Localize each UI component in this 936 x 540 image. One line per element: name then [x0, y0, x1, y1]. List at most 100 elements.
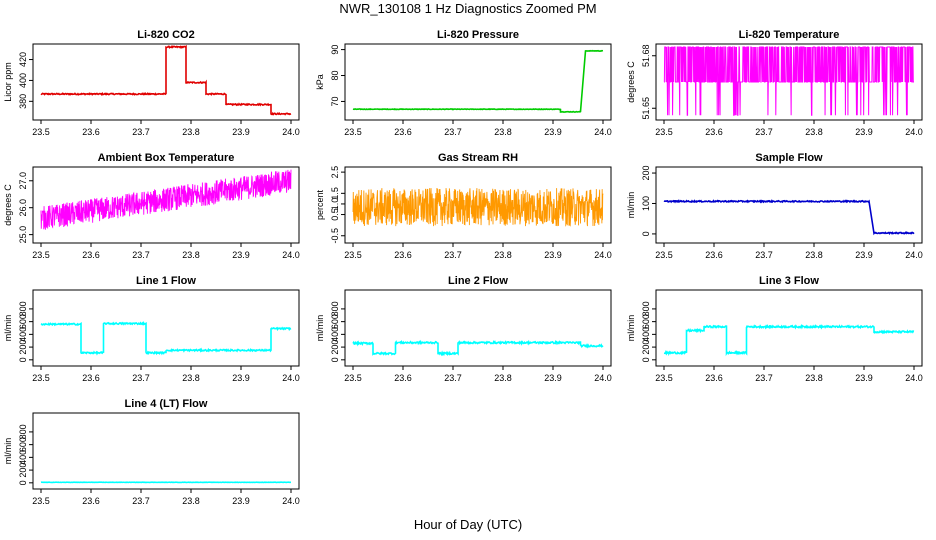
y-tick-label: 380	[18, 94, 28, 109]
plot-frame	[344, 43, 612, 121]
x-tick-label: 23.7	[132, 373, 150, 383]
x-tick-label: 23.9	[232, 127, 250, 137]
panel-title: Ambient Box Temperature	[98, 152, 235, 164]
x-tick-label: 23.7	[755, 127, 773, 137]
plot-frame	[344, 166, 612, 244]
y-tick-label: 200	[330, 340, 340, 355]
series-line	[663, 46, 914, 116]
panel-title: Line 4 (LT) Flow	[125, 398, 208, 410]
panel-title: Gas Stream RH	[438, 152, 518, 164]
y-tick-label: 200	[641, 166, 651, 181]
panel-title: Li-820 Temperature	[739, 29, 840, 41]
plot-frame	[655, 166, 923, 244]
y-tick-label: 0	[641, 357, 651, 362]
y-tick-label: 90	[330, 45, 340, 55]
x-tick-label: 23.8	[494, 250, 512, 260]
x-tick-label: 23.8	[182, 250, 200, 260]
x-tick-label: 23.9	[232, 496, 250, 506]
x-tick-label: 23.7	[755, 373, 773, 383]
y-tick-label: 400	[330, 327, 340, 342]
x-tick-label: 23.8	[805, 373, 823, 383]
x-tick-label: 23.9	[232, 250, 250, 260]
y-axis-label: percent	[315, 189, 325, 220]
y-axis-label: ml/min	[626, 315, 636, 342]
y-tick-label: 400	[18, 327, 28, 342]
series-line	[40, 321, 292, 356]
y-tick-label: 1.5	[330, 187, 340, 200]
plot-frame	[344, 289, 612, 367]
x-tick-label: 23.8	[805, 127, 823, 137]
y-tick-label: 600	[330, 314, 340, 329]
panel-title: Li-820 Pressure	[437, 29, 519, 41]
series-line	[663, 199, 915, 236]
x-tick-label: 23.9	[544, 127, 562, 137]
x-tick-label: 23.5	[655, 127, 673, 137]
x-tick-label: 23.7	[132, 496, 150, 506]
x-tick-label: 23.5	[344, 127, 362, 137]
y-tick-label: 400	[18, 73, 28, 88]
y-tick-label: 0	[18, 480, 28, 485]
figure-title: NWR_130108 1 Hz Diagnostics Zoomed PM	[339, 1, 597, 16]
x-tick-label: 23.5	[32, 496, 50, 506]
x-tick-label: 23.5	[32, 373, 50, 383]
y-axis-label: Licor ppm	[3, 62, 13, 102]
y-tick-label: 51.68	[641, 44, 651, 67]
x-tick-label: 23.8	[182, 373, 200, 383]
panel-5: Sample Flow 23.5 23.6 23.7 23.8 23.9 24.0 0 100 2…	[626, 152, 923, 260]
x-tick-label: 24.0	[905, 127, 923, 137]
plot-frame	[32, 289, 300, 367]
plot-frame	[655, 43, 923, 121]
y-tick-label: 600	[641, 314, 651, 329]
y-tick-label: 2.5	[330, 166, 340, 179]
y-axis-label: degrees C	[3, 184, 13, 226]
y-tick-label: 420	[18, 52, 28, 67]
x-tick-label: 23.9	[544, 250, 562, 260]
series-line	[352, 49, 604, 113]
x-tick-label: 23.5	[344, 373, 362, 383]
panel-8: Line 3 Flow 23.5 23.6 23.7 23.8 23.9 24.0 0 2004…	[626, 275, 923, 383]
panel-4: Gas Stream RH 23.5 23.6 23.7 23.8 23.9 24.0 -0.…	[315, 152, 612, 260]
y-tick-label: -0.5	[330, 228, 340, 244]
x-tick-label: 23.5	[32, 250, 50, 260]
y-tick-label: 80	[330, 71, 340, 81]
series-line	[663, 323, 915, 357]
y-axis-label: kPa	[315, 74, 325, 90]
y-tick-label: 0	[330, 357, 340, 362]
panel-6: Line 1 Flow 23.5 23.6 23.7 23.8 23.9 24.0 0 2004…	[3, 275, 300, 383]
panel-title: Line 1 Flow	[136, 275, 196, 287]
y-tick-label: 25.0	[18, 226, 28, 244]
x-tick-label: 23.7	[444, 373, 462, 383]
y-tick-label: 0	[641, 231, 651, 236]
y-tick-label: 26.0	[18, 199, 28, 217]
panel-title: Sample Flow	[755, 152, 823, 164]
plot-frame	[655, 289, 923, 367]
x-tick-label: 23.6	[705, 373, 723, 383]
y-tick-label: 200	[18, 340, 28, 355]
x-tick-label: 23.8	[182, 496, 200, 506]
series-line	[40, 44, 292, 116]
panel-1: Li-820 Pressure 23.5 23.6 23.7 23.8 23.9 24.0 7…	[315, 29, 612, 137]
x-tick-label: 23.6	[705, 127, 723, 137]
x-tick-label: 23.9	[855, 373, 873, 383]
x-tick-label: 23.9	[855, 250, 873, 260]
panel-title: Line 2 Flow	[448, 275, 508, 287]
y-axis-label: ml/min	[3, 315, 13, 342]
y-tick-label: 800	[641, 301, 651, 316]
panel-7: Line 2 Flow 23.5 23.6 23.7 23.8 23.9 24.0 0 2004…	[315, 275, 612, 383]
x-tick-label: 23.8	[182, 127, 200, 137]
x-tick-label: 23.6	[705, 250, 723, 260]
panel-title: Line 3 Flow	[759, 275, 819, 287]
x-tick-label: 23.9	[544, 373, 562, 383]
x-tick-label: 23.5	[655, 250, 673, 260]
x-tick-label: 24.0	[905, 250, 923, 260]
y-axis-label: ml/min	[626, 192, 636, 219]
x-tick-label: 23.6	[82, 496, 100, 506]
x-tick-label: 24.0	[905, 373, 923, 383]
x-tick-label: 23.9	[855, 127, 873, 137]
y-tick-label: 600	[18, 437, 28, 452]
x-tick-label: 23.7	[132, 250, 150, 260]
y-tick-label: 70	[330, 96, 340, 106]
x-tick-label: 24.0	[594, 250, 612, 260]
x-tick-label: 23.8	[494, 373, 512, 383]
